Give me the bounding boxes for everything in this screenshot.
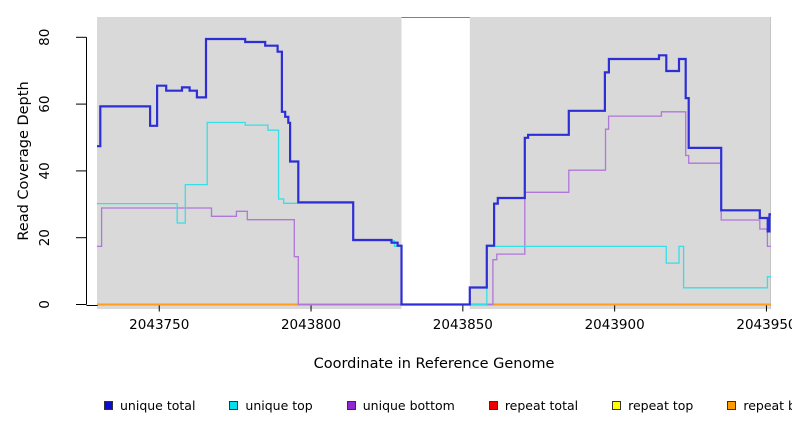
legend-label: repeat bottom bbox=[743, 398, 792, 413]
x-tick-label: 2043850 bbox=[433, 317, 493, 333]
x-tick-label: 2043900 bbox=[585, 317, 645, 333]
y-tick-label: 80 bbox=[37, 29, 53, 46]
legend-item-unique-total: unique total bbox=[104, 398, 195, 413]
legend-item-unique-top: unique top bbox=[229, 398, 313, 413]
plot-area: 0 20 40 60 80 2043750 2043800 2043850 2043900 204… bbox=[37, 17, 792, 333]
legend: unique total unique top unique bottom repea… bbox=[0, 398, 792, 413]
series-unique-total bbox=[97, 37, 771, 306]
legend-item-unique-bottom: unique bottom bbox=[346, 398, 455, 413]
legend-item-repeat-total: repeat total bbox=[488, 398, 579, 413]
legend-label: repeat total bbox=[504, 398, 579, 413]
x-tick-label: 2043800 bbox=[281, 317, 341, 333]
y-tick-label: 0 bbox=[37, 300, 53, 309]
series-unique-bottom bbox=[97, 111, 771, 306]
x-axis-label: Coordinate in Reference Genome bbox=[313, 356, 555, 372]
y-tick-label: 60 bbox=[37, 96, 53, 113]
legend-label: unique total bbox=[120, 398, 196, 413]
legend-swatch-repeat-total bbox=[488, 401, 498, 410]
legend-label: unique top bbox=[245, 398, 313, 413]
legend-item-repeat-bottom: repeat bottom bbox=[727, 398, 792, 413]
coverage-gap-region bbox=[401, 17, 470, 309]
legend-swatch-repeat-bottom bbox=[727, 401, 737, 410]
legend-swatch-unique-total bbox=[104, 401, 113, 410]
legend-swatch-unique-bottom bbox=[346, 401, 356, 410]
x-tick-label: 2043750 bbox=[129, 317, 189, 333]
y-tick-label: 20 bbox=[37, 229, 53, 246]
legend-label: repeat top bbox=[628, 398, 694, 413]
y-tick-label: 40 bbox=[37, 162, 53, 179]
legend-label: unique bottom bbox=[362, 398, 455, 413]
x-tick-label: 2043950 bbox=[736, 317, 792, 333]
legend-swatch-repeat-top bbox=[612, 401, 622, 410]
y-axis-label: Read Coverage Depth bbox=[16, 81, 32, 241]
legend-item-repeat-top: repeat top bbox=[612, 398, 693, 413]
legend-swatch-unique-top bbox=[229, 401, 239, 410]
